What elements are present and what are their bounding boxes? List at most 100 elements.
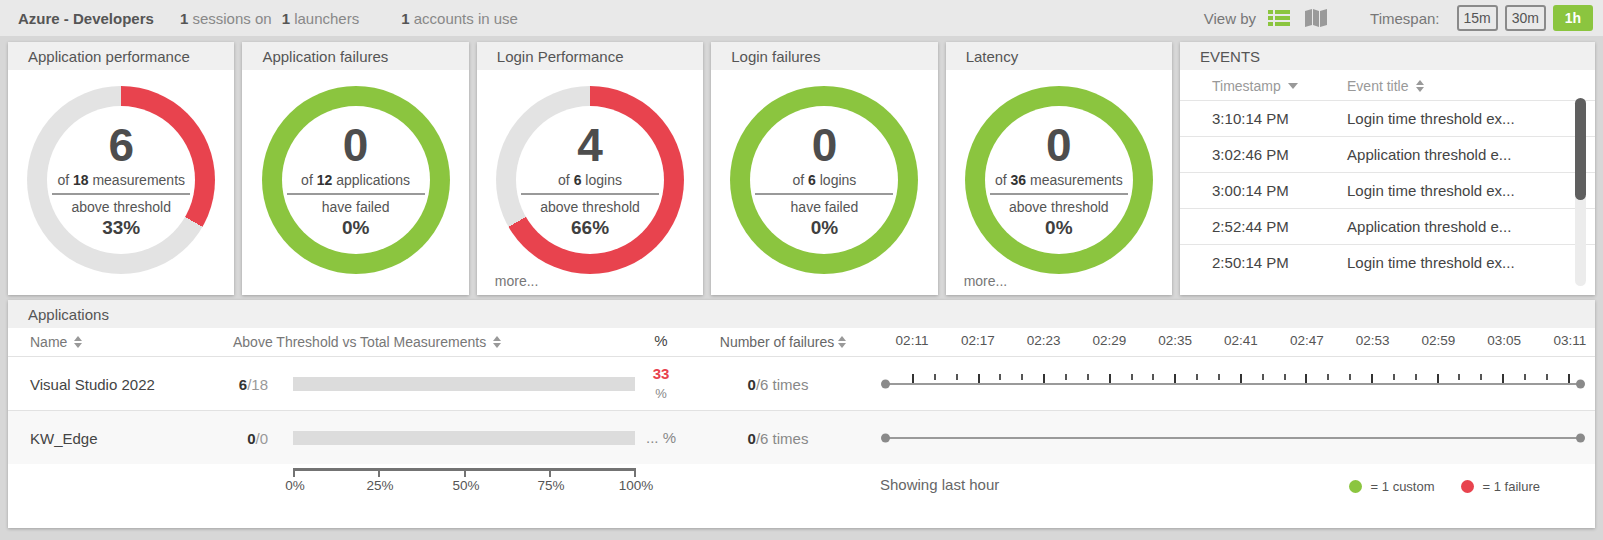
event-row[interactable]: 3:02:46 PMApplication threshold e... — [1180, 136, 1595, 172]
events-title: EVENTS — [1180, 42, 1595, 70]
card-login-failures: Login failures 0 of 6 logins have failed… — [711, 42, 937, 295]
axis-tick — [293, 468, 295, 477]
donut-center: 6 of 18 measurements above threshold 33% — [27, 86, 215, 274]
name-column-label: Name — [30, 334, 67, 350]
accounts-label: accounts in use — [414, 10, 518, 27]
event-title: Application threshold e... — [1347, 146, 1511, 163]
sort-failures[interactable]: Number of failures — [708, 334, 858, 350]
event-title: Application threshold e... — [1347, 218, 1511, 235]
events-scrollbar-track[interactable] — [1575, 98, 1586, 286]
card-application-performance: Application performance 6 of 18 measurem… — [8, 42, 234, 295]
card-title: Login failures — [711, 42, 937, 70]
map-view-icon[interactable] — [1304, 8, 1328, 28]
threshold-bar — [293, 431, 635, 445]
sort-measurements[interactable]: Above Threshold vs Total Measurements — [233, 334, 501, 350]
donut-subtitle: of 6 logins — [558, 172, 622, 188]
axis-label: 25% — [355, 478, 405, 493]
launchers-count: 1 — [282, 10, 290, 27]
applications-panel: Applications Name Above Threshold vs Tot… — [8, 300, 1595, 528]
sort-both-icon — [74, 336, 82, 348]
events-sort-event-title[interactable]: Event title — [1347, 78, 1423, 94]
event-row[interactable]: 2:50:14 PMLogin time threshold ex... — [1180, 244, 1595, 280]
legend: = 1 custom = 1 failure — [1349, 479, 1540, 494]
event-timeline-track — [885, 437, 1581, 439]
events-list: 3:10:14 PMLogin time threshold ex... 3:0… — [1180, 100, 1595, 280]
event-timeline-track — [885, 383, 1581, 385]
donut-center: 4 of 6 logins above threshold 66% — [496, 86, 684, 274]
card-title: Application failures — [242, 42, 468, 70]
sort-name[interactable]: Name — [30, 334, 82, 350]
launchers-label: launchers — [294, 10, 359, 27]
donut-percent: 0% — [342, 217, 369, 239]
events-scrollbar-thumb[interactable] — [1575, 98, 1586, 200]
donut-center: 0 of 6 logins have failed 0% — [730, 86, 918, 274]
card-title: Login Performance — [477, 42, 703, 70]
event-time: 2:52:44 PM — [1212, 218, 1347, 235]
donut-divider — [521, 193, 659, 195]
application-performance-donut-chart: 6 of 18 measurements above threshold 33% — [27, 86, 215, 274]
top-bar-right: View by Timespan: 15m 30m 1h — [1204, 5, 1593, 31]
axis-label: 75% — [526, 478, 576, 493]
donut-subtitle: of 12 applications — [301, 172, 410, 188]
view-by-label: View by — [1204, 10, 1256, 27]
failures-column-label: Number of failures — [720, 334, 834, 350]
application-row-visual-studio-2022[interactable]: Visual Studio 2022 6/18 33% 0/6 times — [8, 356, 1595, 410]
event-row[interactable]: 3:10:14 PMLogin time threshold ex... — [1180, 100, 1595, 136]
legend-item-failure: = 1 failure — [1461, 479, 1540, 494]
event-row[interactable]: 3:00:14 PMLogin time threshold ex... — [1180, 172, 1595, 208]
events-column-headers: Timestamp Event title — [1180, 70, 1595, 100]
event-row[interactable]: 2:52:44 PMApplication threshold e... — [1180, 208, 1595, 244]
donut-center: 0 of 12 applications have failed 0% — [262, 86, 450, 274]
event-time: 3:02:46 PM — [1212, 146, 1347, 163]
legend-label: = 1 custom — [1371, 479, 1435, 494]
measurements-fraction: 0/0 — [188, 429, 268, 446]
legend-item-custom: = 1 custom — [1349, 479, 1435, 494]
timespan-button-15m[interactable]: 15m — [1457, 5, 1498, 31]
axis-label: 100% — [611, 478, 661, 493]
donut-divider — [52, 193, 190, 195]
donut-subtitle: of 18 measurements — [57, 172, 185, 188]
stat-sessions: 1 sessions on — [180, 10, 272, 27]
donut-divider — [755, 193, 893, 195]
donut-status: have failed — [322, 199, 390, 215]
axis-label: 0% — [270, 478, 320, 493]
donut-value: 0 — [343, 121, 369, 169]
donut-percent: 0% — [1045, 217, 1072, 239]
donut-status: above threshold — [1009, 199, 1109, 215]
list-view-icon[interactable] — [1268, 9, 1290, 27]
timespan-button-1h[interactable]: 1h — [1553, 5, 1593, 31]
applications-column-headers: Name Above Threshold vs Total Measuremen… — [8, 328, 1595, 356]
card-application-failures: Application failures 0 of 12 application… — [242, 42, 468, 295]
stat-launchers: 1 launchers — [282, 10, 360, 27]
more-link[interactable]: more... — [495, 273, 539, 289]
login-performance-donut-chart: 4 of 6 logins above threshold 66% — [496, 86, 684, 274]
more-link[interactable]: more... — [964, 273, 1008, 289]
donut-divider — [990, 193, 1128, 195]
timespan-button-30m[interactable]: 30m — [1505, 5, 1546, 31]
measurements-fraction: 6/18 — [188, 375, 268, 392]
donut-center: 0 of 36 measurements above threshold 0% — [965, 86, 1153, 274]
page-title: Azure - Developers — [18, 10, 154, 27]
card-login-performance: Login Performance 4 of 6 logins above th… — [477, 42, 703, 295]
axis-tick — [549, 468, 551, 477]
event-title: Login time threshold ex... — [1347, 110, 1515, 127]
event-title-column-label: Event title — [1347, 78, 1408, 94]
accounts-count: 1 — [401, 10, 409, 27]
donut-status: above threshold — [540, 199, 640, 215]
events-panel: EVENTS Timestamp Event title 3:10:14 PML… — [1180, 42, 1595, 295]
card-title: Latency — [946, 42, 1172, 70]
failure-dot-icon — [1461, 480, 1474, 493]
donut-percent: 33% — [102, 217, 140, 239]
card-title: Application performance — [8, 42, 234, 70]
events-sort-timestamp[interactable]: Timestamp — [1212, 78, 1298, 94]
application-row-kw-edge[interactable]: KW_Edge 0/0 ... % 0/6 times — [8, 410, 1595, 464]
axis-tick — [378, 468, 380, 477]
dashboard: Azure - Developers 1 sessions on 1 launc… — [0, 0, 1603, 540]
donut-divider — [287, 193, 425, 195]
event-title: Login time threshold ex... — [1347, 182, 1515, 199]
top-bar: Azure - Developers 1 sessions on 1 launc… — [0, 0, 1603, 36]
custom-dot-icon — [1349, 480, 1362, 493]
axis-tick — [464, 468, 466, 477]
donut-subtitle: of 6 logins — [792, 172, 856, 188]
legend-label: = 1 failure — [1483, 479, 1540, 494]
